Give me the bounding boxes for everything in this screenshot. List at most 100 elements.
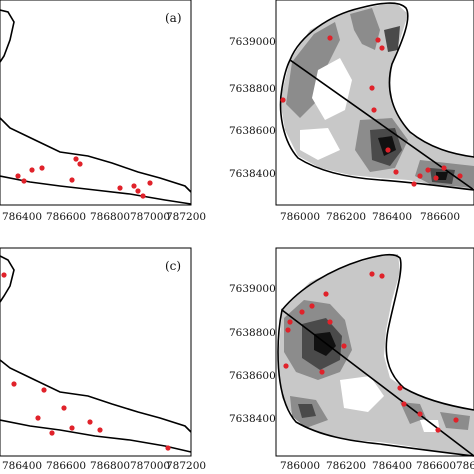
sample-point: [425, 167, 431, 173]
sample-point: [411, 181, 417, 187]
x-tick-label: 786600: [416, 460, 456, 472]
sample-point: [35, 415, 41, 421]
sample-point: [41, 387, 47, 393]
sample-point: [441, 165, 447, 171]
x-tick-label: 786800: [456, 460, 474, 472]
sample-point: [135, 188, 141, 194]
x-tick-label: 786400: [372, 460, 412, 472]
sample-point: [417, 411, 423, 417]
panel-b-y-ticks: 7639000 7638800 7638600 7638400: [229, 36, 276, 180]
sample-point: [69, 425, 75, 431]
panel-b-boundary: [279, 2, 474, 191]
panel-c-boundary: [0, 255, 192, 453]
panel-d-boundary: [277, 253, 474, 457]
sample-point: [11, 381, 17, 387]
panel-a-boundary: [0, 9, 192, 205]
panel-c-frame: [0, 247, 192, 457]
sample-point: [435, 427, 441, 433]
sample-point: [341, 343, 347, 349]
panel-d-zones: [278, 254, 474, 456]
y-tick-label: 7638400: [229, 413, 276, 425]
panel-a: (a) 786400 786600 786800 787000 787200: [0, 0, 206, 223]
panel-d: 7639000 7638800 7638600 7638400 786000 7…: [229, 247, 474, 472]
sample-point: [49, 430, 55, 436]
x-tick-label: 786200: [326, 460, 366, 472]
x-tick-label: 786400: [2, 211, 42, 223]
y-tick-label: 7639000: [229, 36, 276, 48]
sample-point: [77, 161, 83, 167]
sample-point: [21, 178, 27, 184]
sample-point: [97, 427, 103, 433]
panel-a-frame: [0, 0, 192, 206]
sample-point: [287, 319, 293, 325]
panel-c-x-ticks: 786400 786600 786800 787000 787200: [2, 460, 206, 472]
sample-point: [165, 445, 171, 451]
x-tick-label: 787000: [130, 460, 170, 472]
y-tick-label: 7639000: [229, 283, 276, 295]
panel-c-samples: [1, 272, 171, 451]
sample-point: [323, 291, 329, 297]
panel-a-samples: [15, 156, 153, 199]
y-tick-label: 7638400: [229, 168, 276, 180]
sample-point: [457, 173, 463, 179]
panel-d-samples: [283, 271, 459, 433]
x-tick-label: 786800: [90, 211, 130, 223]
sample-point: [453, 417, 459, 423]
panel-b-zone-black: [378, 136, 448, 180]
x-tick-label: 786600: [46, 460, 86, 472]
panel-b-zone-white: [300, 58, 352, 160]
sample-point: [280, 97, 286, 103]
panel-d-frame: [275, 247, 474, 457]
panel-a-label: (a): [165, 11, 182, 25]
sample-point: [29, 167, 35, 173]
panel-d-y-ticks: 7639000 7638800 7638600 7638400: [229, 283, 276, 425]
sample-point: [401, 401, 407, 407]
sample-point: [15, 173, 21, 179]
sample-point: [327, 35, 333, 41]
panel-a-x-ticks: 786400 786600 786800 787000 787200: [2, 211, 206, 223]
sample-point: [39, 165, 45, 171]
sample-point: [393, 169, 399, 175]
x-tick-label: 787200: [166, 460, 206, 472]
sample-point: [369, 271, 375, 277]
panel-c-label: (c): [165, 259, 181, 273]
sample-point: [433, 175, 439, 181]
panel-d-x-ticks: 786000 786200 786400 786600 786800: [280, 460, 474, 472]
x-tick-label: 786600: [46, 211, 86, 223]
panel-c: (c) 786400 786600 786800 787000 787200: [0, 247, 206, 472]
x-tick-label: 786400: [372, 211, 412, 223]
sample-point: [285, 327, 291, 333]
sample-point: [299, 309, 305, 315]
sample-point: [131, 183, 137, 189]
sample-point: [369, 85, 375, 91]
sample-point: [397, 385, 403, 391]
panel-d-zone-white: [340, 376, 440, 432]
x-tick-label: 786600: [420, 211, 460, 223]
sample-point: [327, 319, 333, 325]
y-tick-label: 7638600: [229, 125, 276, 137]
x-tick-label: 787000: [130, 211, 170, 223]
sample-point: [371, 107, 377, 113]
sample-point: [61, 405, 67, 411]
sample-point: [117, 185, 123, 191]
y-tick-label: 7638800: [229, 327, 276, 339]
sample-point: [87, 419, 93, 425]
sample-point: [147, 180, 153, 186]
sample-point: [1, 272, 7, 278]
sample-point: [417, 173, 423, 179]
x-tick-label: 787200: [166, 211, 206, 223]
sample-point: [379, 45, 385, 51]
panel-b-x-ticks: 786000 786200 786400 786600: [280, 211, 460, 223]
sample-point: [385, 147, 391, 153]
x-tick-label: 786400: [2, 460, 42, 472]
sample-point: [319, 369, 325, 375]
panel-b: 7639000 7638800 7638600 7638400 786000 7…: [229, 0, 474, 223]
sample-point: [375, 37, 381, 43]
y-tick-label: 7638600: [229, 370, 276, 382]
y-tick-label: 7638800: [229, 83, 276, 95]
panel-b-zone-mid: [286, 8, 474, 188]
sample-point: [140, 193, 146, 199]
panel-b-frame: [275, 0, 474, 206]
x-tick-label: 786000: [280, 211, 320, 223]
